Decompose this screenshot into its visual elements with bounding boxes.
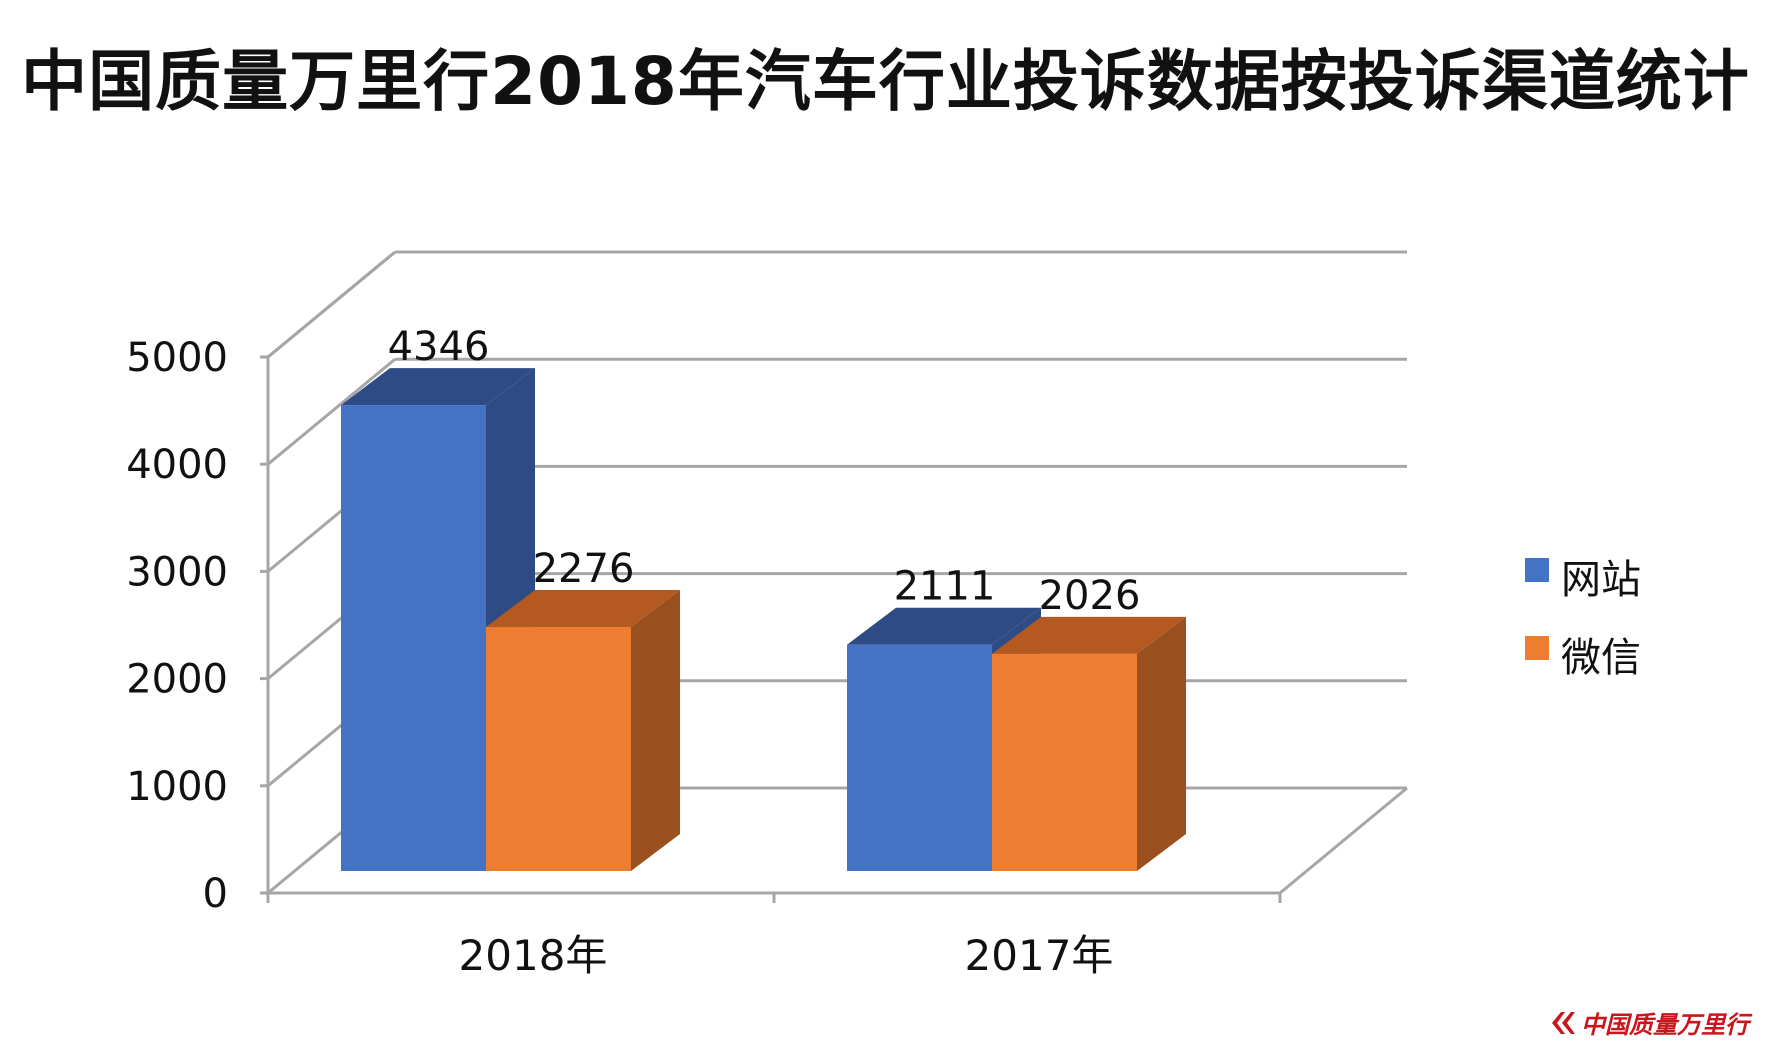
bar-网站: [847, 644, 992, 871]
gridline-diagonal: [267, 250, 396, 359]
legend-label: 微信: [1561, 635, 1641, 681]
bar-top-网站: [341, 368, 535, 406]
y-tick-label: 3000: [126, 549, 228, 595]
double-chevron-logo-icon: [1552, 1011, 1575, 1034]
y-tick-label: 1000: [126, 764, 228, 810]
data-label: 2026: [1039, 573, 1141, 619]
chart-title: 中国质量万里行2018年汽车行业投诉数据按投诉渠道统计: [21, 43, 1750, 120]
bars-layer: [341, 368, 1186, 871]
data-label: 2111: [894, 564, 996, 610]
y-tick-label: 4000: [126, 442, 228, 488]
bar-top-网站: [847, 607, 1041, 645]
bar-top-微信: [486, 590, 680, 628]
y-tick-label: 2000: [126, 657, 228, 703]
x-tick-label: 2018年: [459, 931, 608, 980]
x-tick-label: 2017年: [965, 931, 1114, 980]
labels-layer: 0 1000 2000 3000 4000 5000 2018年 2017年 4346 2276 2…: [126, 324, 1140, 980]
bar-网站: [341, 405, 486, 871]
bar-top-微信: [992, 616, 1186, 654]
watermark-text: 中国质量万里行: [1581, 1010, 1749, 1039]
y-tick-label: 0: [203, 871, 228, 917]
legend-label: 网站: [1561, 557, 1641, 603]
gridline-diagonal: [267, 358, 396, 466]
legend-swatch-微信: [1525, 636, 1549, 660]
watermark: 中国质量万里行: [1549, 1005, 1749, 1040]
bar-微信: [992, 653, 1137, 871]
data-label: 4346: [388, 324, 490, 370]
bar-微信: [486, 627, 631, 871]
legend-swatch-网站: [1525, 558, 1549, 582]
y-tick-label: 5000: [126, 335, 228, 381]
bar-side-微信: [631, 590, 680, 871]
bar-side-微信: [1137, 616, 1186, 871]
floor-right-edge: [1279, 786, 1408, 895]
data-label: 2276: [533, 546, 635, 592]
axis-layer: [260, 355, 1408, 903]
